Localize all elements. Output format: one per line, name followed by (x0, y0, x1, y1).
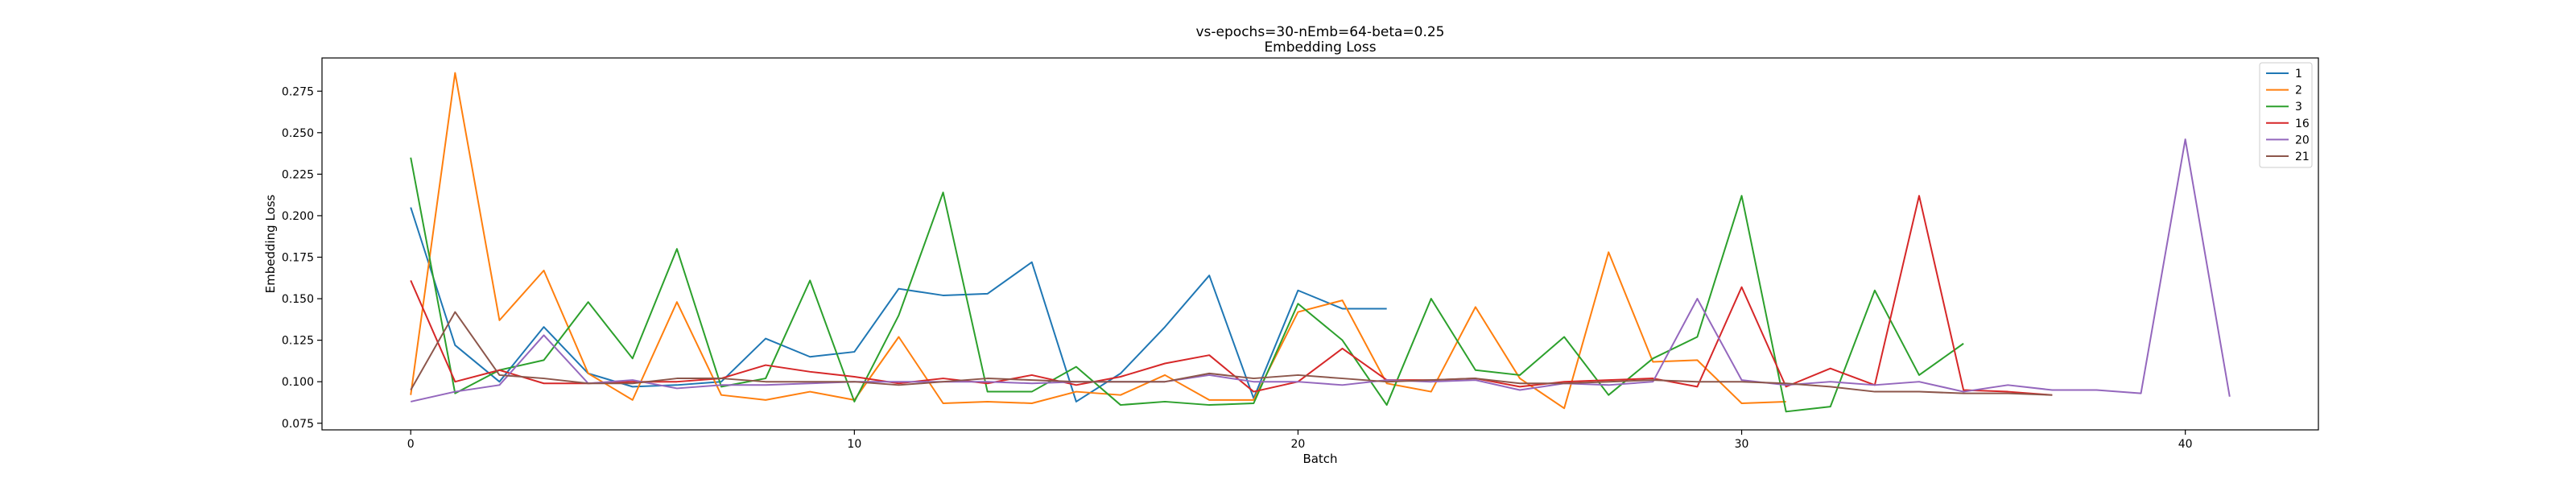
y-tick-label: 0.225 (282, 168, 314, 181)
y-tick-label: 0.125 (282, 335, 314, 348)
y-tick-label: 0.075 (282, 418, 314, 431)
legend-label-20: 20 (2295, 134, 2310, 147)
x-tick-label: 10 (847, 438, 861, 451)
y-tick-label: 0.250 (282, 127, 314, 140)
y-tick-label: 0.275 (282, 85, 314, 98)
y-tick-label: 0.200 (282, 210, 314, 223)
chart-title: vs-epochs=30-nEmb=64-beta=0.25 (1196, 24, 1445, 40)
plot-area (321, 57, 2319, 431)
chart-subtitle: Embedding Loss (1264, 39, 1376, 56)
x-tick-label: 0 (407, 438, 415, 451)
y-tick-label: 0.150 (282, 293, 314, 306)
legend-label-16: 16 (2295, 118, 2310, 130)
series-line-21 (410, 311, 2053, 396)
legend-label-1: 1 (2295, 68, 2302, 80)
x-axis-label: Batch (1302, 452, 1337, 466)
legend-frame (2259, 62, 2313, 168)
legend-label-2: 2 (2295, 85, 2302, 97)
x-axis-ticks: 0 10 20 30 40 (407, 430, 2193, 451)
series-lines (410, 72, 2231, 413)
legend-label-21: 21 (2295, 151, 2310, 163)
y-axis-label: Embedding Loss (263, 194, 278, 293)
x-tick-label: 40 (2178, 438, 2193, 451)
y-axis-ticks: 0.075 0.100 0.125 0.150 0.175 0.200 0.225 0.250… (282, 85, 322, 431)
legend: 1 2 3 16 20 21 (2259, 62, 2313, 168)
series-line-16 (410, 195, 2053, 396)
series-line-1 (410, 207, 1387, 402)
y-tick-label: 0.100 (282, 376, 314, 389)
series-line-2 (410, 72, 1786, 410)
x-tick-label: 30 (1735, 438, 1749, 451)
series-line-20 (411, 138, 2231, 402)
y-tick-label: 0.175 (282, 252, 314, 265)
legend-label-3: 3 (2295, 101, 2302, 114)
x-tick-label: 20 (1291, 438, 1306, 451)
